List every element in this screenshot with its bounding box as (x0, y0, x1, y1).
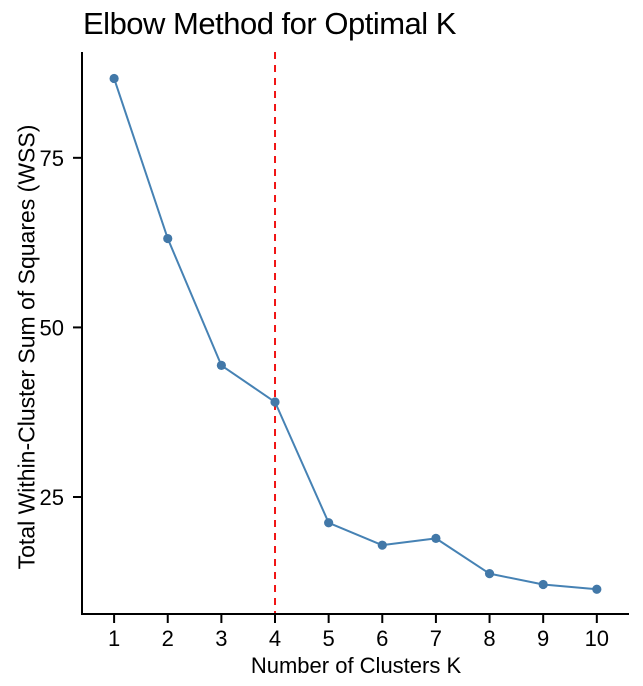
wss-line (113, 77, 598, 591)
data-point-k2 (163, 233, 173, 244)
data-point-k5 (324, 518, 334, 528)
x-axis-label: Number of Clusters K (250, 653, 462, 678)
y-tick-label: 25 (40, 485, 64, 510)
y-tick-label: 75 (40, 146, 64, 171)
x-tick-label: 2 (162, 626, 174, 651)
x-tick-label: 7 (430, 626, 442, 651)
data-point-k1 (109, 73, 119, 84)
x-tick-label: 9 (537, 626, 549, 651)
data-point-k8 (484, 569, 495, 579)
data-point-k9 (538, 579, 548, 590)
data-point-k7 (431, 533, 441, 543)
x-tick-label: 10 (585, 626, 609, 651)
x-tick-label: 4 (269, 626, 281, 651)
x-tick-label: 8 (483, 626, 495, 651)
data-point-k3 (216, 360, 226, 371)
x-tick-label: 1 (108, 626, 120, 651)
x-tick-label: 3 (215, 626, 227, 651)
x-tick-label: 5 (323, 626, 335, 651)
y-tick-label: 50 (40, 315, 64, 340)
data-point-k6 (377, 540, 387, 550)
x-tick-label: 6 (376, 626, 388, 651)
data-point-k10 (592, 584, 602, 594)
data-point-k4 (270, 397, 280, 407)
chart-title: Elbow Method for Optimal K (83, 6, 456, 41)
